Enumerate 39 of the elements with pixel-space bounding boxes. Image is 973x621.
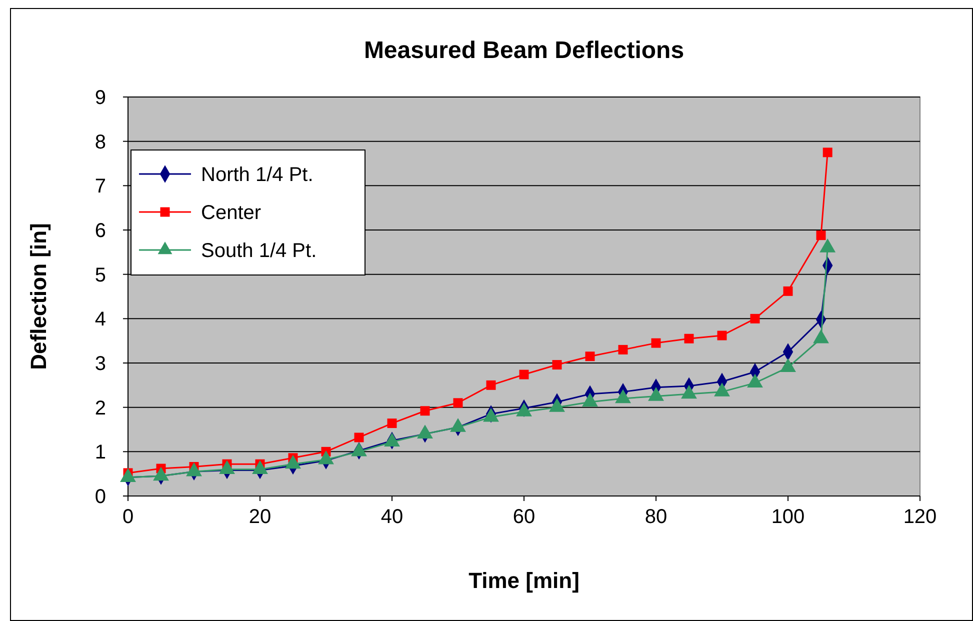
point bbox=[420, 406, 430, 416]
x-tick-label: 20 bbox=[248, 506, 272, 528]
point bbox=[486, 380, 496, 390]
point bbox=[783, 286, 793, 296]
point bbox=[822, 148, 832, 158]
x-axis-title: Time [min] bbox=[468, 568, 580, 593]
point bbox=[453, 398, 463, 408]
y-tick-label: 2 bbox=[94, 397, 106, 420]
x-tick-label: 0 bbox=[122, 506, 134, 528]
point bbox=[651, 338, 661, 348]
point bbox=[816, 230, 826, 240]
y-tick-label: 3 bbox=[94, 353, 106, 375]
x-tick-label: 120 bbox=[903, 506, 937, 528]
y-tick-label: 7 bbox=[94, 176, 106, 198]
point bbox=[387, 418, 397, 428]
y-tick-label: 0 bbox=[94, 486, 106, 508]
y-tick-label: 5 bbox=[94, 264, 106, 286]
x-tick-label: 80 bbox=[644, 506, 668, 528]
point bbox=[684, 334, 694, 344]
y-tick-label: 6 bbox=[94, 220, 106, 242]
legend-label: South 1/4 Pt. bbox=[201, 240, 317, 262]
x-tick-label: 60 bbox=[512, 506, 536, 528]
point bbox=[585, 352, 595, 362]
y-tick-label: 9 bbox=[94, 87, 106, 109]
point bbox=[750, 314, 760, 324]
x-tick-label: 40 bbox=[380, 506, 404, 528]
x-tick-label: 100 bbox=[771, 506, 805, 528]
point bbox=[552, 360, 562, 370]
point bbox=[519, 370, 529, 380]
y-tick-label: 8 bbox=[94, 131, 106, 154]
y-tick-label: 4 bbox=[94, 308, 106, 331]
point bbox=[717, 330, 727, 340]
legend-label: Center bbox=[201, 202, 262, 224]
point bbox=[618, 344, 628, 354]
chart-title: Measured Beam Deflections bbox=[364, 37, 684, 64]
y-tick-label: 1 bbox=[94, 442, 106, 464]
point bbox=[354, 432, 364, 442]
y-axis-title: Deflection [in] bbox=[26, 223, 51, 370]
legend-label: North 1/4 Pt. bbox=[201, 164, 314, 186]
